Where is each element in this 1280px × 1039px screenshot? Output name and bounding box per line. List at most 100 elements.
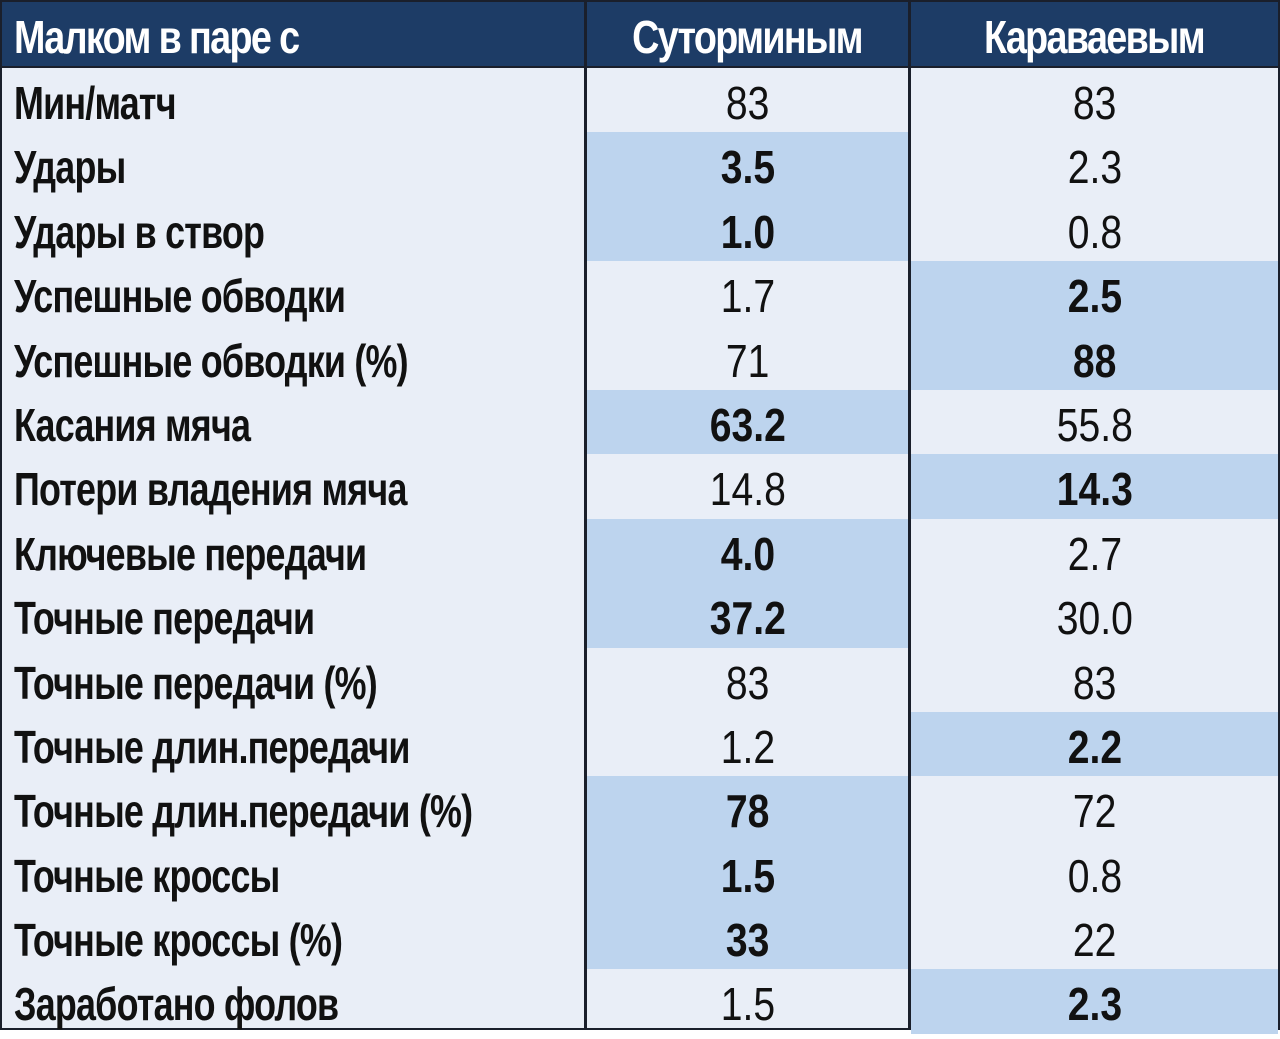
stat-label: Точные длин.передачи [2,712,584,776]
stat-label: Удары в створ [2,197,584,261]
stat-label: Успешные обводки [2,261,584,325]
value-sutormin: 63.2 [587,389,908,455]
header-col-sutormin: Суторминым [632,11,863,63]
header-label: Малком в паре с [14,11,300,63]
stat-label-text: Мин/матч [14,77,177,129]
stat-label-text: Точные передачи [14,592,315,645]
value-karavaev: 83 [911,68,1278,132]
value-karavaev: 2.5 [911,261,1278,326]
table-row: Успешные обводки (%) 71 88 [2,325,1278,390]
stat-label-text: Заработано фолов [14,978,339,1031]
value-karavaev: 22 [911,905,1278,969]
value-text: 2.3 [1067,978,1122,1031]
stat-label-text: Успешные обводки [14,270,346,323]
value-text: 14.3 [1056,463,1133,516]
stat-label-text: Точные длин.передачи [14,720,410,773]
stat-label-text: Удары [14,141,126,194]
value-text: 83 [725,77,770,129]
value-text: 1.5 [720,978,775,1031]
table-row: Точные длин.передачи (%) 78 72 [2,776,1278,841]
value-text: 2.2 [1067,720,1122,773]
value-text: 83 [1072,77,1117,129]
table-row: Точные кроссы (%) 33 22 [2,905,1278,970]
value-text: 63.2 [709,398,786,451]
table-row: Точные передачи 37.2 30.0 [2,583,1278,648]
value-text: 1.2 [720,720,775,773]
stat-label: Успешные обводки (%) [2,326,584,390]
value-text: 78 [725,785,770,838]
stat-label-text: Успешные обводки (%) [14,334,409,387]
table-row: Точные кроссы 1.5 0.8 [2,840,1278,906]
value-text: 72 [1072,785,1117,838]
value-sutormin: 83 [587,648,908,712]
value-text: 33 [725,914,770,967]
value-sutormin: 1.5 [587,840,908,906]
stat-label: Касания мяча [2,390,584,454]
stat-label-text: Удары в створ [14,205,265,258]
stat-label-text: Точные длин.передачи (%) [14,785,473,838]
value-sutormin: 37.2 [587,583,908,648]
value-text: 83 [725,656,770,709]
stat-label-text: Точные кроссы [14,849,280,902]
table-row: Удары в створ 1.0 0.8 [2,196,1278,262]
value-sutormin: 1.5 [587,969,908,1033]
table-row: Потери владения мяча 14.8 14.3 [2,454,1278,519]
stat-label: Точные передачи [2,583,584,647]
value-text: 3.5 [720,141,775,194]
value-text: 2.7 [1067,527,1122,580]
value-text: 4.0 [720,527,775,580]
stat-label: Точные кроссы (%) [2,905,584,969]
stat-label-text: Касания мяча [14,398,251,451]
value-text: 0.8 [1067,205,1122,258]
value-text: 1.5 [720,849,775,902]
value-karavaev: 2.2 [911,711,1278,777]
header-col-karavaev: Караваевым [983,11,1206,63]
table-row: Заработано фолов 1.5 2.3 [2,969,1278,1034]
value-sutormin: 4.0 [587,518,908,584]
stat-label: Мин/матч [2,68,584,132]
stat-label-text: Точные передачи (%) [14,656,378,709]
value-karavaev: 72 [911,776,1278,840]
value-sutormin: 1.0 [587,196,908,262]
table-row: Точные передачи (%) 83 83 [2,648,1278,712]
stat-label: Ключевые передачи [2,519,584,583]
value-sutormin: 14.8 [587,454,908,518]
value-karavaev: 2.7 [911,519,1278,583]
value-karavaev: 0.8 [911,197,1278,261]
column-divider [908,2,911,1028]
stat-label: Удары [2,132,584,196]
value-text: 88 [1072,334,1117,387]
value-karavaev: 14.3 [911,454,1278,519]
value-karavaev: 55.8 [911,390,1278,454]
table-row: Точные длин.передачи 1.2 2.2 [2,711,1278,777]
value-text: 22 [1072,914,1117,967]
table-row: Успешные обводки 1.7 2.5 [2,261,1278,326]
value-text: 2.3 [1067,141,1122,194]
value-text: 1.0 [720,205,775,258]
value-sutormin: 33 [587,905,908,970]
stat-label-text: Ключевые передачи [14,527,367,580]
value-sutormin: 3.5 [587,132,908,197]
table-row: Удары 3.5 2.3 [2,132,1278,197]
stat-label: Заработано фолов [2,969,584,1033]
value-text: 2.5 [1067,270,1122,323]
column-divider [584,2,587,1028]
table-row: Касания мяча 63.2 55.8 [2,389,1278,455]
table-row: Мин/матч 83 83 [2,68,1278,132]
value-text: 14.8 [709,463,786,516]
value-text: 1.7 [720,270,775,323]
value-text: 71 [725,334,770,387]
value-sutormin: 78 [587,776,908,841]
value-text: 55.8 [1056,398,1133,451]
value-karavaev: 30.0 [911,583,1278,647]
value-text: 83 [1072,656,1117,709]
value-sutormin: 1.7 [587,261,908,325]
value-karavaev: 2.3 [911,132,1278,196]
stat-label: Точные кроссы [2,841,584,905]
stat-label: Потери владения мяча [2,454,584,518]
table-body: Мин/матч 83 83 Удары 3.5 2.3 Удары в створ 1.0 0… [2,68,1278,1034]
value-karavaev: 88 [911,325,1278,390]
value-karavaev: 83 [911,648,1278,712]
value-karavaev: 0.8 [911,841,1278,905]
value-sutormin: 83 [587,68,908,132]
